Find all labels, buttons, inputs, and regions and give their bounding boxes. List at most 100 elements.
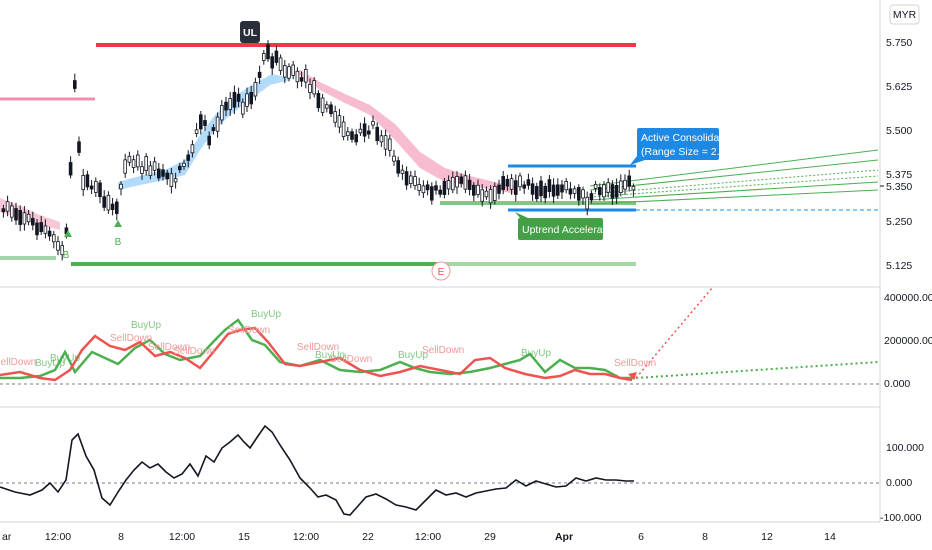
buy-signal: BuyUp <box>251 309 281 320</box>
time-label: 14 <box>824 531 836 543</box>
price-tick: 5.250 <box>886 216 912 228</box>
candle-body <box>278 57 283 72</box>
candle-body <box>577 187 581 201</box>
candle-body <box>560 184 564 193</box>
oscillator-pane[interactable] <box>0 424 880 516</box>
candle-body <box>505 178 510 187</box>
time-axis[interactable]: ar 12:00 8 12:00 15 12:00 22 12:00 29 Ap… <box>2 531 836 543</box>
candle-body <box>308 84 312 93</box>
candle-body <box>77 141 81 153</box>
candle-body <box>173 178 178 183</box>
price-tick: 5.500 <box>886 125 912 137</box>
candle-body <box>182 162 186 167</box>
candle-body <box>602 184 606 198</box>
candle-body <box>404 171 409 186</box>
volume-pane[interactable]: SellDown BuyUp BuyUp SellDown BuyUp Sell… <box>0 287 880 385</box>
candle-body <box>484 190 489 198</box>
candle-body <box>358 128 363 134</box>
candle-body <box>623 179 627 190</box>
candle-body <box>73 80 77 89</box>
time-label: 12:00 <box>45 531 71 543</box>
currency-label: MYR <box>893 9 917 21</box>
candle-body <box>556 184 560 196</box>
oscillator-line <box>0 424 634 516</box>
candle-body <box>224 101 228 111</box>
candle-body <box>572 188 577 194</box>
candle-body <box>627 175 631 187</box>
candle-body <box>186 154 191 161</box>
candlesticks[interactable] <box>1 40 636 261</box>
candle-body <box>127 155 132 163</box>
buy-signal: BuyUp <box>398 350 428 361</box>
candle-body <box>190 144 195 154</box>
oscillator-tick: -100.000 <box>880 512 922 524</box>
time-label: 12:00 <box>415 531 441 543</box>
candle-body <box>354 134 358 143</box>
candle-body <box>119 183 123 190</box>
currency-badge[interactable] <box>889 4 920 25</box>
candle-body <box>14 208 18 221</box>
candle-body <box>324 104 329 109</box>
candle-body <box>299 77 304 82</box>
candle-body <box>39 222 43 233</box>
ul-label-box[interactable] <box>240 21 260 43</box>
candle-body <box>102 196 107 208</box>
candle-body <box>446 180 451 190</box>
candle-body <box>463 175 468 190</box>
time-label: 12:00 <box>169 531 195 543</box>
candle-body <box>165 172 170 180</box>
candle-body <box>35 222 39 236</box>
candle-body <box>434 185 438 191</box>
candle-body <box>345 131 350 136</box>
candle-body <box>413 176 417 186</box>
uptrend-callout[interactable] <box>518 218 603 240</box>
time-label: ar <box>2 531 12 543</box>
time-label: 29 <box>484 531 496 543</box>
candle-body <box>9 205 14 218</box>
candle-body <box>253 82 258 97</box>
price-pane[interactable]: UL E B B Active Consolidation (Range Siz… <box>0 21 880 281</box>
candle-body <box>568 188 573 195</box>
candle-body <box>631 186 636 191</box>
price-axis[interactable]: 5.750 5.625 5.500 5.375 5.250 5.125 5.35… <box>880 37 912 272</box>
oscillator-axis[interactable]: 100.000 0.000 -100.000 <box>880 442 924 524</box>
buy-signal: BuyUp <box>50 353 80 364</box>
volume-axis[interactable]: 400000.000 200000.000 0.000 <box>884 292 932 390</box>
candle-body <box>282 65 287 78</box>
candle-body <box>350 131 354 140</box>
candle-body <box>52 234 56 243</box>
candle-body <box>291 64 295 76</box>
candle-body <box>85 174 90 188</box>
sell-signal: SellDown <box>330 354 372 365</box>
uptrend-label: Uptrend Accelerating <box>522 224 620 236</box>
candle-body <box>593 183 598 189</box>
sell-signal: SellDown <box>173 346 215 357</box>
candle-body <box>543 185 547 199</box>
time-label: Apr <box>555 531 573 543</box>
candle-body <box>375 126 379 141</box>
candle-body <box>337 115 342 128</box>
candle-body <box>5 201 10 212</box>
candle-body <box>421 185 426 194</box>
candle-body <box>551 184 556 197</box>
buy-signal: BuyUp <box>35 358 65 369</box>
candle-body <box>480 189 484 202</box>
candle-body <box>169 173 174 187</box>
candle-body <box>131 159 136 168</box>
candle-body <box>43 225 48 234</box>
candle-body <box>89 185 94 190</box>
candle-body <box>417 184 421 191</box>
candle-body <box>177 165 182 171</box>
consolidation-callout[interactable] <box>637 128 719 160</box>
candle-body <box>123 159 128 174</box>
candle-body <box>144 156 149 172</box>
trend-channel[interactable] <box>589 149 879 205</box>
consolidation-range: (Range Size = 2.27%) <box>641 146 744 158</box>
candle-body <box>316 92 321 109</box>
event-marker[interactable] <box>431 261 451 281</box>
time-label: 15 <box>238 531 250 543</box>
candle-body <box>287 66 291 79</box>
candle-body <box>203 120 207 126</box>
sell-signal: SellDown <box>297 342 339 353</box>
